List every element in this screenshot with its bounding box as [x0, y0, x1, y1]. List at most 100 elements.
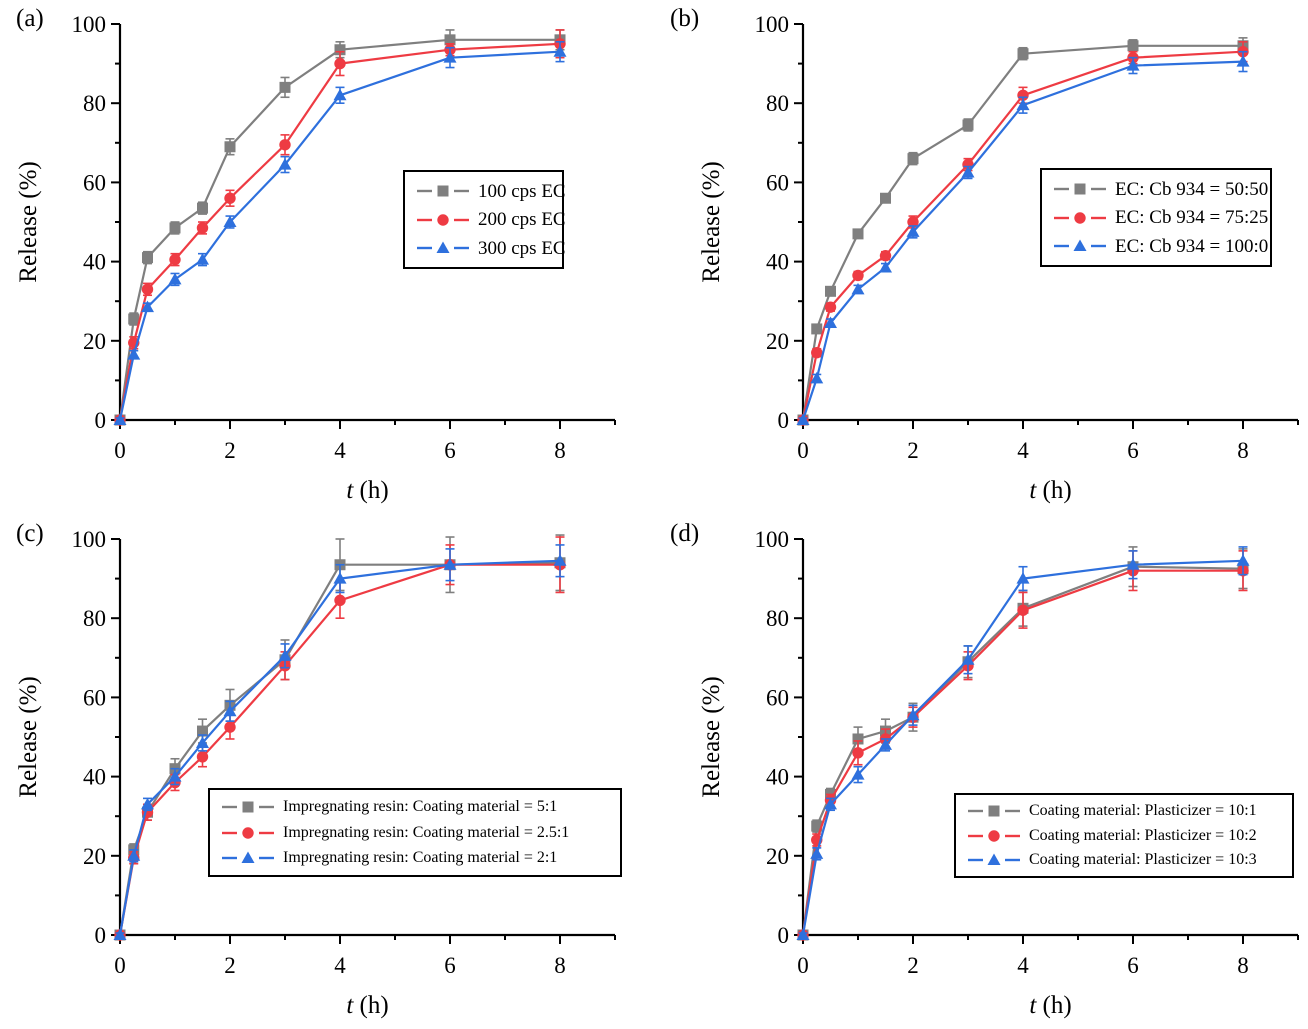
legend-item: Impregnating resin: Coating material = 2… [222, 823, 620, 841]
panel-label-d: (d) [670, 520, 700, 547]
legend-label: Coating material: Plasticizer = 10:2 [1029, 826, 1257, 844]
svg-text:100: 100 [755, 527, 790, 552]
svg-text:4: 4 [334, 438, 346, 463]
panel-a: 0 20 40 60 80 100 0 2 4 6 8 t (h) Release (%) (a) 10… [0, 0, 654, 515]
legend-item: 200 cps EC [417, 210, 566, 229]
legend-marker-triangle-icon [417, 240, 469, 256]
legend-c: Impregnating resin: Coating material = 5… [208, 788, 622, 877]
svg-text:6: 6 [1127, 953, 1139, 978]
svg-text:40: 40 [83, 250, 106, 275]
legend-label: EC: Cb 934 = 50:50 [1115, 178, 1269, 200]
release-plot-a: 0 20 40 60 80 100 0 2 4 6 8 t (h) Release (%) [15, 12, 616, 504]
svg-text:t (h): t (h) [1029, 992, 1071, 1019]
legend-d: Coating material: Plasticizer = 10:1 Coa… [954, 793, 1294, 878]
legend-item: Impregnating resin: Coating material = 5… [222, 799, 620, 815]
svg-text:100: 100 [72, 12, 107, 37]
panel-d: 0 20 40 60 80 100 0 2 4 6 8 t (h) Release (%) (d) Co… [654, 515, 1308, 1029]
legend-item: Coating material: Plasticizer = 10:2 [968, 826, 1292, 844]
svg-text:8: 8 [1237, 438, 1249, 463]
svg-text:Release (%): Release (%) [698, 676, 725, 797]
svg-text:20: 20 [83, 844, 106, 869]
svg-text:8: 8 [554, 953, 566, 978]
svg-text:0: 0 [797, 953, 809, 978]
svg-text:60: 60 [83, 170, 106, 195]
svg-text:80: 80 [766, 91, 789, 116]
legend-a: 100 cps EC 200 cps EC 300 cps EC [403, 170, 566, 269]
panel-label-a: (a) [16, 5, 44, 32]
svg-text:2: 2 [224, 953, 236, 978]
svg-text:2: 2 [907, 953, 919, 978]
legend-marker-square-icon [222, 799, 274, 815]
svg-text:20: 20 [766, 329, 789, 354]
panel-c: 0 20 40 60 80 100 0 2 4 6 8 t (h) Release (%) (c) Im… [0, 515, 654, 1029]
svg-text:0: 0 [778, 923, 790, 948]
legend-item: 100 cps EC [417, 182, 566, 201]
svg-text:0: 0 [778, 408, 790, 433]
svg-text:60: 60 [766, 685, 789, 710]
svg-text:t (h): t (h) [1029, 477, 1071, 504]
legend-label: 100 cps EC [478, 180, 566, 202]
legend-label: EC: Cb 934 = 100:0 [1115, 235, 1269, 257]
svg-text:0: 0 [95, 408, 107, 433]
panel-b: 0 20 40 60 80 100 0 2 4 6 8 t (h) Release (%) (b) EC… [654, 0, 1308, 515]
legend-marker-triangle-icon [1054, 238, 1106, 254]
svg-text:60: 60 [83, 685, 106, 710]
svg-text:60: 60 [766, 170, 789, 195]
svg-text:100: 100 [72, 527, 107, 552]
svg-text:6: 6 [444, 438, 456, 463]
svg-text:4: 4 [1017, 438, 1029, 463]
legend-item: Coating material: Plasticizer = 10:3 [968, 850, 1292, 868]
svg-text:0: 0 [95, 923, 107, 948]
legend-label: Impregnating resin: Coating material = 5… [283, 798, 558, 816]
legend-label: Coating material: Plasticizer = 10:1 [1029, 802, 1257, 820]
svg-text:Release (%): Release (%) [15, 161, 42, 282]
legend-label: Impregnating resin: Coating material = 2… [283, 848, 558, 866]
legend-marker-circle-icon [417, 212, 469, 228]
legend-label: 200 cps EC [478, 209, 566, 230]
legend-item: EC: Cb 934 = 50:50 [1054, 180, 1270, 199]
svg-text:2: 2 [907, 438, 919, 463]
svg-text:4: 4 [1017, 953, 1029, 978]
svg-text:0: 0 [114, 953, 126, 978]
legend-marker-circle-icon [222, 825, 274, 841]
svg-text:40: 40 [83, 765, 106, 790]
legend-marker-square-icon [417, 183, 469, 199]
svg-text:2: 2 [224, 438, 236, 463]
svg-text:20: 20 [766, 844, 789, 869]
legend-item: EC: Cb 934 = 75:25 [1054, 208, 1270, 227]
panel-label-b: (b) [670, 5, 700, 32]
svg-text:80: 80 [83, 606, 106, 631]
legend-marker-triangle-icon [222, 850, 274, 866]
svg-text:t (h): t (h) [346, 477, 388, 504]
legend-item: 300 cps EC [417, 239, 566, 258]
svg-text:20: 20 [83, 329, 106, 354]
legend-label: EC: Cb 934 = 75:25 [1115, 207, 1269, 228]
svg-text:t (h): t (h) [346, 992, 388, 1019]
legend-item: Impregnating resin: Coating material = 2… [222, 848, 620, 866]
legend-marker-circle-icon [968, 828, 1020, 844]
svg-text:0: 0 [797, 438, 809, 463]
panel-label-c: (c) [16, 520, 44, 547]
legend-b: EC: Cb 934 = 50:50 EC: Cb 934 = 75:25 EC… [1040, 168, 1272, 267]
svg-text:6: 6 [444, 953, 456, 978]
release-plot-b: 0 20 40 60 80 100 0 2 4 6 8 t (h) Release (%) [698, 12, 1299, 504]
legend-label: 300 cps EC [478, 237, 566, 259]
svg-text:Release (%): Release (%) [15, 676, 42, 797]
svg-text:100: 100 [755, 12, 790, 37]
legend-marker-square-icon [968, 803, 1020, 819]
svg-text:40: 40 [766, 765, 789, 790]
release-plot-c: 0 20 40 60 80 100 0 2 4 6 8 t (h) Release (%) [15, 527, 616, 1019]
legend-label: Coating material: Plasticizer = 10:3 [1029, 850, 1257, 868]
svg-text:80: 80 [83, 91, 106, 116]
svg-text:40: 40 [766, 250, 789, 275]
legend-label: Impregnating resin: Coating material = 2… [283, 823, 570, 841]
svg-text:Release (%): Release (%) [698, 161, 725, 282]
legend-marker-square-icon [1054, 181, 1106, 197]
release-plot-d: 0 20 40 60 80 100 0 2 4 6 8 t (h) Release (%) [698, 527, 1299, 1019]
legend-item: Coating material: Plasticizer = 10:1 [968, 803, 1292, 819]
legend-marker-circle-icon [1054, 210, 1106, 226]
svg-text:0: 0 [114, 438, 126, 463]
svg-text:8: 8 [1237, 953, 1249, 978]
legend-marker-triangle-icon [968, 852, 1020, 868]
